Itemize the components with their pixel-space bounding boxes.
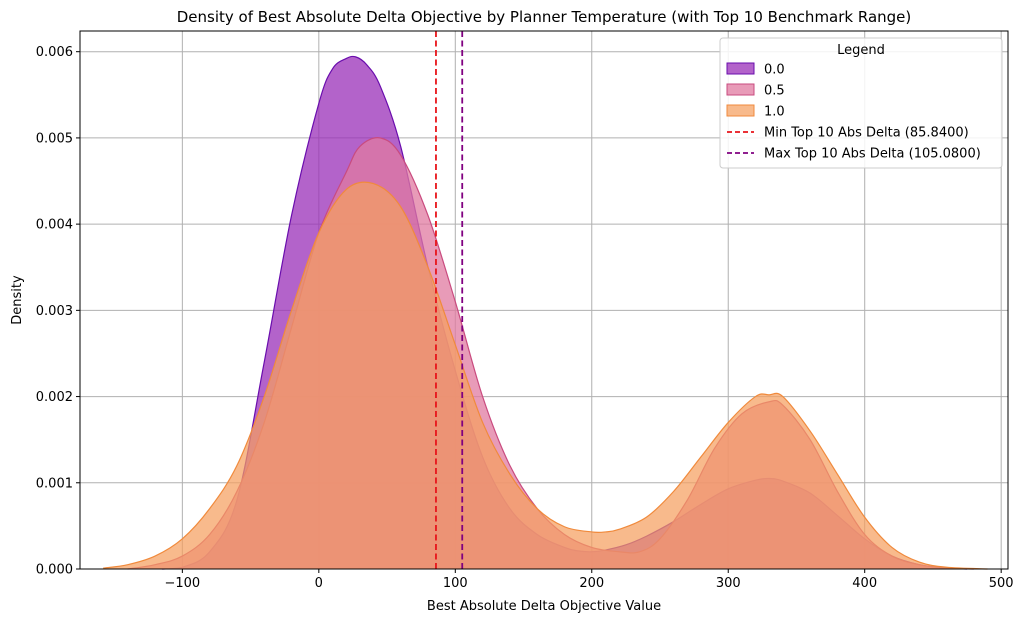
legend-label: Max Top 10 Abs Delta (105.0800) [764, 147, 981, 162]
y-axis-label: Density [10, 275, 25, 325]
x-tick-label: 300 [716, 576, 741, 591]
y-tick-label: 0.001 [36, 476, 73, 491]
x-tick-label: 200 [579, 576, 604, 591]
y-tick-label: 0.003 [36, 304, 73, 319]
x-axis-label: Best Absolute Delta Objective Value [427, 599, 661, 614]
legend-box [719, 37, 1003, 169]
y-tick-label: 0.004 [36, 218, 73, 233]
density-area-1-0 [103, 182, 988, 570]
density-areas [103, 55, 988, 570]
legend-swatch [726, 104, 755, 117]
x-tick-label: 500 [989, 576, 1014, 591]
legend-label: 0.5 [764, 84, 785, 99]
plot-frame [79, 30, 1009, 570]
y-tick-label: 0.002 [36, 390, 73, 405]
y-tick-label: 0.005 [36, 131, 73, 146]
density-line-1-0 [103, 181, 988, 570]
reference-lines [435, 31, 464, 569]
x-tick-label: 400 [852, 576, 877, 591]
legend-title: Legend [837, 43, 885, 58]
legend-label: 1.0 [764, 105, 785, 120]
legend-label: Min Top 10 Abs Delta (85.8400) [764, 126, 969, 141]
y-tick-label: 0.000 [36, 563, 73, 578]
legend-swatch [726, 62, 755, 75]
legend-label: 0.0 [764, 63, 785, 78]
x-tick-label: −100 [164, 576, 200, 591]
legend: Legend 0.0 0.5 1.0 Min Top 10 Abs Delta (85.… [719, 37, 1003, 169]
x-tick-label: 0 [315, 576, 323, 591]
chart-title: Density of Best Absolute Delta Objective… [177, 8, 912, 26]
axis-ticks: −100 0 100 200 300 400 500 0.000 0.001 0.002 0.003… [36, 45, 1014, 591]
y-tick-label: 0.006 [36, 45, 73, 60]
legend-swatch [726, 83, 755, 96]
x-tick-label: 100 [443, 576, 468, 591]
